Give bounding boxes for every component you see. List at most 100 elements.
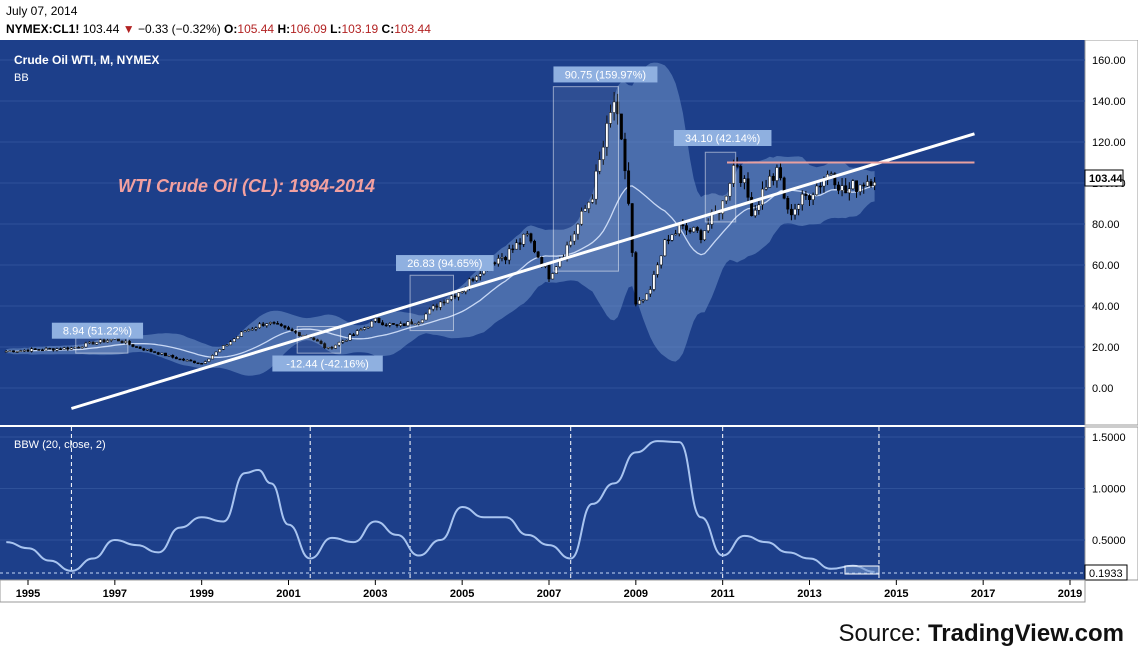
close-label: C: bbox=[381, 22, 395, 36]
candle-body bbox=[670, 234, 674, 241]
candle-body bbox=[590, 198, 594, 203]
candle-body bbox=[666, 239, 670, 242]
candle-body bbox=[221, 345, 225, 350]
candle-body bbox=[721, 200, 725, 214]
annotation-label: 90.75 (159.97%) bbox=[565, 69, 646, 81]
candle-body bbox=[88, 341, 91, 344]
candle-body bbox=[645, 293, 649, 301]
candle-body bbox=[384, 324, 388, 327]
price-tick-label: 60.00 bbox=[1092, 260, 1120, 272]
candle-body bbox=[315, 339, 319, 342]
candle-body bbox=[703, 230, 707, 241]
candle-body bbox=[753, 209, 757, 217]
candle-body bbox=[847, 188, 851, 194]
annotation-box bbox=[396, 255, 494, 272]
low-label: L: bbox=[330, 22, 342, 36]
candle-body bbox=[26, 349, 30, 352]
price-tick-label: 40.00 bbox=[1092, 301, 1120, 313]
candle-body bbox=[471, 278, 475, 281]
candle-body bbox=[334, 344, 337, 349]
candle-body bbox=[525, 233, 529, 235]
candle-body bbox=[225, 344, 229, 347]
candle-body bbox=[66, 347, 70, 350]
time-tick-label: 2003 bbox=[363, 588, 387, 600]
candle-body bbox=[265, 323, 269, 326]
price-tick-label: 80.00 bbox=[1092, 219, 1120, 231]
last-price-marker bbox=[1084, 169, 1124, 187]
source-label: Source: bbox=[838, 620, 928, 647]
candle-body bbox=[156, 352, 160, 355]
candle-body bbox=[182, 358, 186, 361]
candle-body bbox=[80, 346, 84, 349]
candle-body bbox=[196, 362, 200, 365]
time-axis bbox=[0, 579, 1086, 603]
candle-body bbox=[699, 230, 703, 241]
bbw-axis-ticks: 1.5000 1.0000 0.5000 bbox=[1092, 432, 1126, 547]
candle-body bbox=[551, 273, 555, 280]
candle-body bbox=[442, 301, 446, 304]
candle-body bbox=[844, 185, 848, 194]
bbw-line bbox=[6, 440, 875, 573]
candle-body bbox=[102, 339, 106, 343]
candle-body bbox=[587, 202, 591, 209]
candle-body bbox=[243, 330, 247, 333]
annotation-label: 26.83 (94.65%) bbox=[407, 258, 482, 270]
candle-body bbox=[598, 159, 602, 172]
candle-body bbox=[789, 208, 793, 216]
candle-body bbox=[746, 178, 750, 198]
bbw-tick-label: 1.0000 bbox=[1092, 484, 1126, 496]
candle-body bbox=[536, 251, 540, 258]
candle-body bbox=[189, 359, 193, 362]
open-label: O: bbox=[224, 22, 238, 36]
candle-body bbox=[674, 233, 678, 236]
candle-body bbox=[583, 208, 587, 212]
symbol-quote-bar: NYMEX:CL1! 103.44 ▼ −0.33 (−0.32%) O:105… bbox=[6, 22, 431, 36]
candle-body bbox=[232, 338, 236, 343]
candle-body bbox=[200, 363, 204, 365]
symbol-name[interactable]: NYMEX:CL1! bbox=[6, 22, 80, 36]
candle-body bbox=[663, 239, 667, 257]
time-tick-label: 2015 bbox=[884, 588, 908, 600]
candle-body bbox=[391, 323, 395, 325]
candle-body bbox=[120, 340, 124, 344]
candle-body bbox=[211, 355, 214, 360]
candle-body bbox=[178, 358, 182, 361]
candle-body bbox=[572, 233, 576, 242]
candle-body bbox=[290, 329, 294, 332]
bbw-last-marker bbox=[1084, 564, 1128, 581]
candle-body bbox=[406, 321, 410, 327]
candle-body bbox=[203, 361, 207, 364]
candle-body bbox=[446, 299, 450, 304]
bbw-panel bbox=[0, 427, 1085, 580]
candle-body bbox=[240, 331, 243, 337]
candle-body bbox=[771, 175, 775, 181]
bbw-current-box bbox=[844, 565, 880, 575]
candle-body bbox=[287, 327, 290, 330]
candle-body bbox=[388, 323, 392, 326]
candle-body bbox=[619, 113, 623, 140]
time-tick-label: 2013 bbox=[797, 588, 821, 600]
candle-body bbox=[399, 323, 403, 326]
time-axis-ticks: 1995 1997 1999 2001 2003 2005 2007 2009 2011 2013… bbox=[16, 580, 1082, 600]
candle-body bbox=[352, 334, 356, 336]
time-tick-label: 1995 bbox=[16, 588, 40, 600]
candle-body bbox=[569, 240, 573, 246]
candle-body bbox=[171, 354, 175, 358]
candle-body bbox=[19, 350, 23, 352]
candle-body bbox=[214, 351, 218, 356]
last-price-axis-label: 103.44 bbox=[1089, 173, 1124, 185]
measure-box bbox=[552, 86, 619, 272]
candle-body bbox=[294, 330, 298, 333]
candle-body bbox=[601, 146, 605, 160]
candle-body bbox=[30, 348, 34, 352]
candle-body bbox=[648, 289, 652, 295]
candle-body bbox=[402, 323, 406, 327]
candle-body bbox=[609, 112, 612, 124]
candle-body bbox=[637, 300, 641, 305]
bbw-gridlines bbox=[0, 436, 1085, 541]
candle-body bbox=[457, 292, 461, 298]
candle-body bbox=[22, 349, 26, 352]
chart-svg[interactable]: 8.94 (51.22%) -12.44 (-42.16%) 26.83 (94.6… bbox=[0, 40, 1138, 605]
annotation-label: 8.94 (51.22%) bbox=[63, 326, 132, 338]
